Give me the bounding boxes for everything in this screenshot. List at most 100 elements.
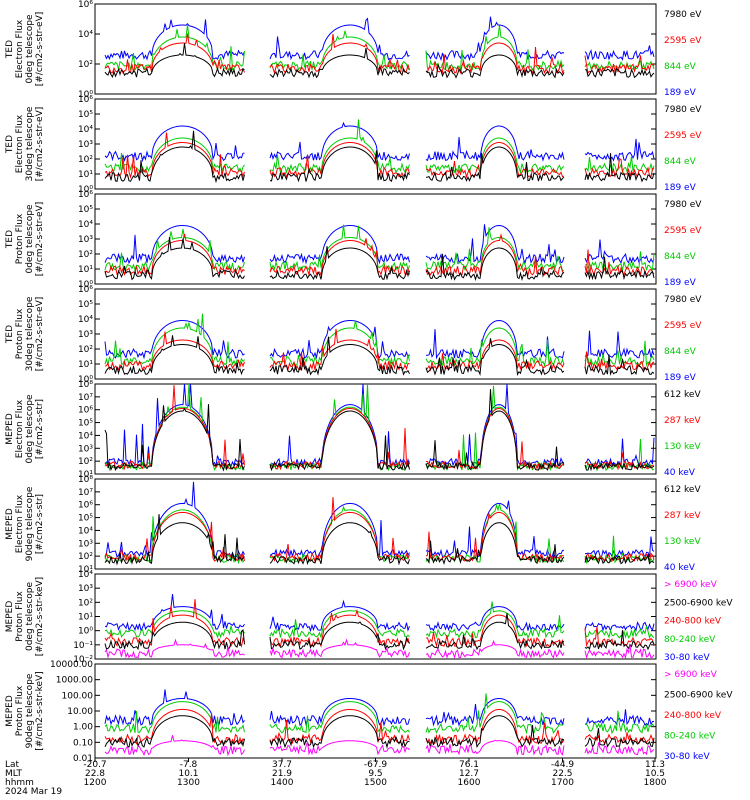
- panel-4-series-2-line: [104, 328, 655, 372]
- panel-1-legend-1: 7980 eV: [664, 10, 702, 20]
- panel-8-series-2-line: [104, 715, 655, 749]
- panel-7-series-1-line: [104, 638, 655, 660]
- panel-1-ylabel-line: [#/cm2-s-str-eV]: [35, 12, 45, 87]
- panel-1-ylabel-line: TED: [5, 40, 15, 59]
- footer-lat-value: -44.9: [551, 760, 575, 770]
- panel-7-legend-4: 80-240 keV: [664, 635, 716, 645]
- panel-5-series-3-line: [104, 383, 655, 472]
- panel-3-legend-3: 844 eV: [664, 252, 697, 262]
- panel-5-ytick-label: 10¹: [78, 470, 93, 480]
- panel-6-ytick-label: 10⁶: [78, 501, 93, 511]
- panel-1-ytick-label: 10⁰: [78, 90, 93, 100]
- panel-8-ytick-label: 1.00: [73, 723, 93, 733]
- panel-1-ylabel-line: Electron Flux: [15, 19, 25, 78]
- panel-7-legend-2: 2500-6900 keV: [664, 598, 733, 608]
- panel-5-ylabel-line: Electron Flux: [15, 399, 25, 458]
- panel-6-series-3-line: [104, 503, 655, 565]
- panel-4-legend-1: 7980 eV: [664, 295, 702, 305]
- footer-hhmm-label: hhmm: [5, 778, 34, 788]
- panel-1-ytick-label: 10²: [78, 60, 93, 70]
- panel-6-ytick-label: 10¹: [78, 565, 93, 575]
- panel-4-legend-2: 2595 eV: [664, 321, 702, 331]
- panel-2-legend-3: 844 eV: [664, 157, 697, 167]
- panel-3-ylabel-line: TED: [5, 230, 15, 249]
- panel-4-ytick-label: 10⁵: [78, 300, 93, 310]
- footer-mlt-value: 12.7: [459, 769, 479, 779]
- panel-4-legend-3: 844 eV: [664, 347, 697, 357]
- footer-hhmm-value: 1200: [84, 778, 107, 788]
- footer-mlt-value: 10.1: [178, 769, 198, 779]
- panel-8-series-1-line: [104, 735, 655, 757]
- panel-4-legend-4: 189 eV: [664, 373, 697, 383]
- panel-7-ylabel-line: [#/cm2-s-str-keV]: [35, 577, 45, 656]
- footer-date-label: 2024 Mar 19: [5, 787, 62, 797]
- panel-2-legend-4: 189 eV: [664, 183, 697, 193]
- panel-6-ytick-label: 10²: [78, 552, 93, 562]
- footer-mlt-label: MLT: [5, 769, 23, 779]
- panel-8-ytick-label: 0.01: [73, 754, 93, 764]
- panel-4-series-4-line: [104, 319, 655, 360]
- footer-lat-value: -67.9: [364, 760, 388, 770]
- footer-lat-value: 11.3: [645, 760, 665, 770]
- panel-7-ytick-label: 10¹: [78, 613, 93, 623]
- panel-6-ylabel-line: MEPED: [5, 508, 15, 540]
- panel-4-ytick-label: 10⁶: [78, 285, 93, 295]
- panel-5-ytick-label: 10⁶: [78, 406, 93, 416]
- panel-2-series-4-line: [104, 121, 655, 163]
- footer-hhmm-value: 1500: [364, 778, 387, 788]
- panel-7-ytick-label: 10³: [78, 584, 93, 594]
- panel-7-ylabel-line: 0deg telescope: [25, 582, 35, 652]
- panel-6-frame: [94, 478, 657, 570]
- panel-2-series-3-line: [104, 119, 655, 175]
- panel-8-ytick-label: 10000.00: [50, 660, 93, 670]
- panel-8-legend-5: 30-80 keV: [664, 752, 710, 762]
- panel-4-ylabel-line: TED: [5, 325, 15, 344]
- panel-5-legend-2: 287 keV: [664, 416, 701, 426]
- panel-3-legend-1: 7980 eV: [664, 200, 702, 210]
- panel-6-legend-2: 287 keV: [664, 511, 701, 521]
- panel-4-ytick-label: 10³: [78, 330, 93, 340]
- footer-hhmm-value: 1600: [458, 778, 481, 788]
- panel-2-ylabel-line: [#/cm2-s-str-eV]: [35, 107, 45, 182]
- panel-2-ytick-label: 10¹: [78, 170, 93, 180]
- panel-5-ytick-label: 10³: [78, 444, 93, 454]
- panel-4-ylabel-line: 30deg telescope: [25, 296, 35, 371]
- panel-4-ylabel-line: [#/cm2-s-str-eV]: [35, 297, 45, 372]
- footer-hhmm-value: 1800: [644, 778, 667, 788]
- panel-7-series-3-line: [104, 599, 655, 648]
- panel-5-series-1-line: [104, 389, 655, 472]
- panel-3-ytick-label: 10⁵: [78, 205, 93, 215]
- panel-1-ytick-label: 10⁶: [78, 0, 93, 10]
- panel-7-ylabel-line: MEPED: [5, 601, 15, 633]
- panel-6-legend-4: 40 keV: [664, 563, 696, 573]
- panel-3-series-4-line: [104, 224, 655, 265]
- panel-8-legend-2: 2500-6900 keV: [664, 691, 733, 701]
- footer-mlt-value: 10.5: [645, 769, 665, 779]
- panel-3-series-3-line: [104, 224, 655, 272]
- panel-1-ylabel-line: 0deg telescope: [25, 14, 35, 84]
- panel-5-series-4-line: [104, 383, 655, 468]
- panel-3-ylabel-line: [#/cm2-s-str-eV]: [35, 202, 45, 277]
- panel-2-series-2-line: [104, 132, 655, 179]
- panel-8-ytick-label: 0.10: [73, 738, 93, 748]
- panel-6-legend-1: 612 keV: [664, 485, 701, 495]
- panel-7-ytick-label: 10²: [78, 598, 93, 608]
- footer-hhmm-value: 1400: [271, 778, 294, 788]
- panel-3-ytick-label: 10³: [78, 235, 93, 245]
- panel-3-ytick-label: 10⁶: [78, 190, 93, 200]
- panel-2-ytick-label: 10⁵: [78, 110, 93, 120]
- panel-2-ytick-label: 10⁴: [78, 125, 93, 135]
- panel-8-ylabel-line: Proton Flux: [15, 685, 25, 736]
- footer-lat-value: -20.7: [83, 760, 106, 770]
- panel-2-ytick-label: 10⁰: [78, 185, 93, 195]
- panel-5-ytick-label: 10⁷: [78, 393, 93, 403]
- panel-4-ytick-label: 10⁰: [78, 375, 93, 385]
- panel-3-ytick-label: 10²: [78, 250, 93, 260]
- panel-5-series-2-line: [104, 385, 655, 471]
- panel-8-legend-3: 240-800 keV: [664, 711, 722, 721]
- footer-lat-value: -7.8: [180, 760, 198, 770]
- footer-hhmm-value: 1300: [177, 778, 200, 788]
- panel-4-ytick-label: 10²: [78, 345, 93, 355]
- panel-8-series-3-line: [104, 708, 655, 746]
